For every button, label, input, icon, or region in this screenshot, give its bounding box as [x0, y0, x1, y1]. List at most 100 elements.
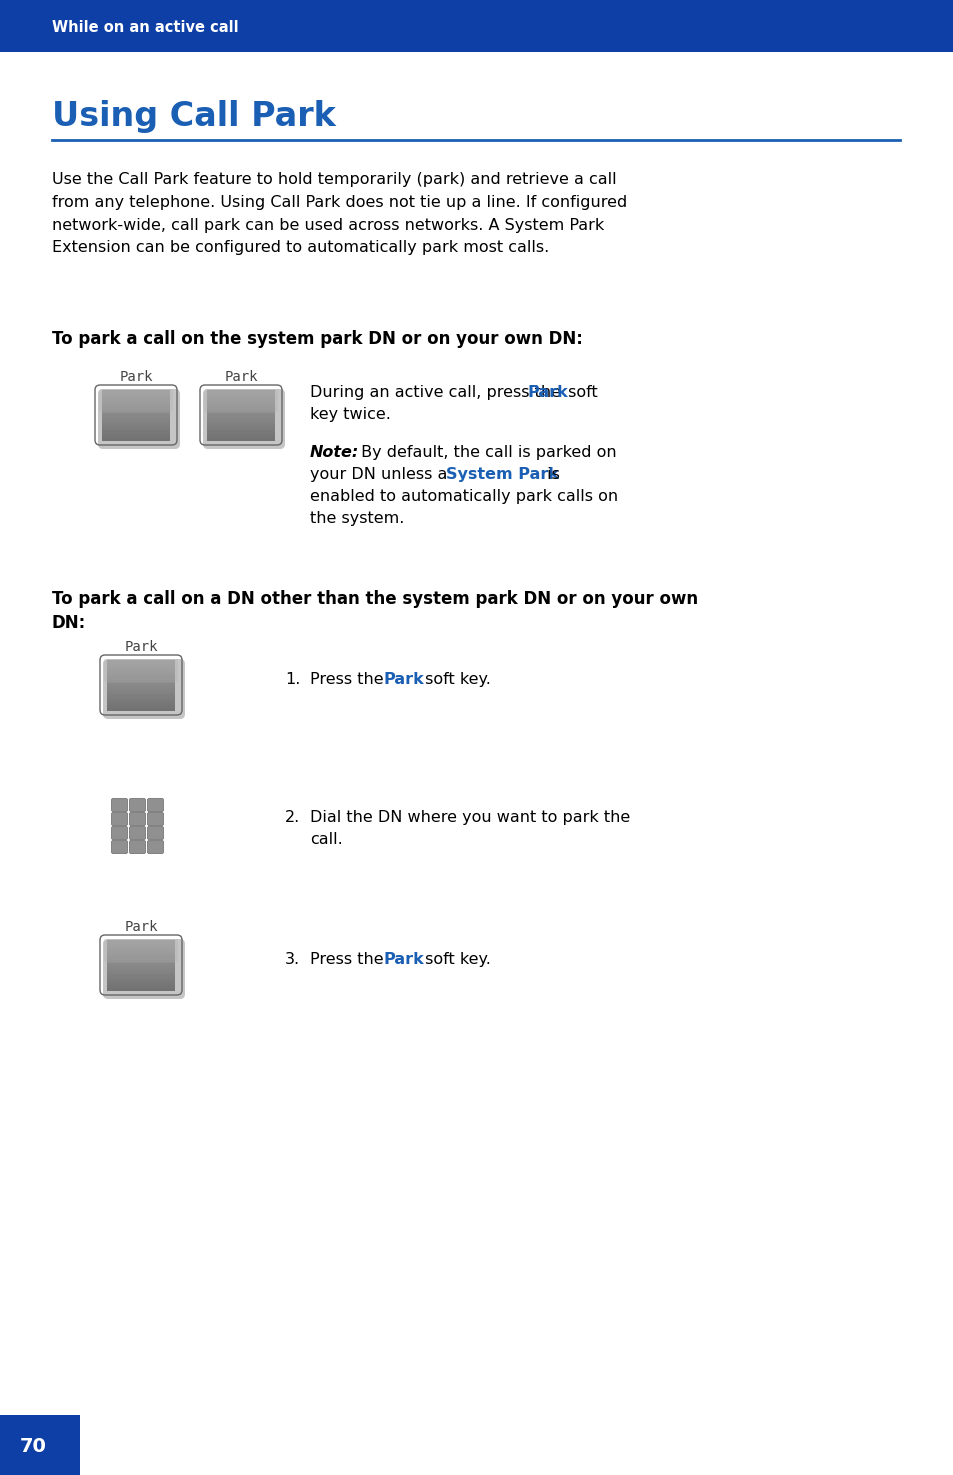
Bar	[102, 389, 170, 392]
Text: Press the: Press the	[310, 951, 388, 968]
Bar	[107, 975, 174, 978]
Bar	[107, 960, 174, 963]
FancyBboxPatch shape	[130, 826, 146, 839]
Text: During an active call, press the: During an active call, press the	[310, 385, 565, 400]
Text: Park: Park	[119, 370, 152, 384]
Text: By default, the call is parked on: By default, the call is parked on	[355, 445, 616, 460]
Text: Park: Park	[124, 920, 157, 934]
Bar	[107, 953, 174, 956]
Bar	[207, 389, 274, 392]
Text: 3.: 3.	[285, 951, 300, 968]
Bar	[107, 680, 174, 683]
Bar	[207, 407, 274, 410]
Bar	[102, 417, 170, 420]
Bar	[207, 392, 274, 395]
Text: To park a call on the system park DN or on your own DN:: To park a call on the system park DN or …	[52, 330, 582, 348]
Bar	[102, 425, 170, 428]
Text: is: is	[541, 468, 559, 482]
Bar	[207, 413, 274, 416]
Bar	[107, 950, 174, 953]
Text: soft key.: soft key.	[419, 951, 491, 968]
Text: 2.: 2.	[285, 810, 300, 825]
Bar	[107, 947, 174, 950]
Bar	[107, 690, 174, 693]
Bar	[207, 400, 274, 403]
Bar	[102, 410, 170, 413]
Text: Park: Park	[527, 385, 568, 400]
Bar	[207, 417, 274, 420]
FancyBboxPatch shape	[148, 826, 163, 839]
Bar	[102, 431, 170, 434]
Bar	[107, 954, 174, 957]
Text: System Park: System Park	[446, 468, 558, 482]
FancyBboxPatch shape	[112, 841, 128, 854]
FancyBboxPatch shape	[130, 813, 146, 826]
Bar	[107, 705, 174, 708]
Bar	[102, 395, 170, 398]
Bar	[107, 670, 174, 673]
Bar	[102, 422, 170, 425]
Text: Press the: Press the	[310, 673, 388, 687]
FancyBboxPatch shape	[112, 826, 128, 839]
Bar	[107, 695, 174, 698]
Text: While on an active call: While on an active call	[52, 19, 238, 34]
Bar	[107, 972, 174, 975]
FancyBboxPatch shape	[112, 798, 128, 811]
Bar	[102, 428, 170, 431]
Bar	[107, 982, 174, 985]
FancyBboxPatch shape	[104, 940, 178, 963]
Bar	[107, 692, 174, 696]
FancyBboxPatch shape	[104, 659, 178, 683]
Bar	[207, 414, 274, 417]
Bar	[102, 407, 170, 410]
Bar	[102, 413, 170, 416]
Bar	[107, 701, 174, 704]
Text: Dial the DN where you want to park the: Dial the DN where you want to park the	[310, 810, 630, 825]
Bar	[107, 968, 174, 971]
Bar	[102, 397, 170, 401]
FancyBboxPatch shape	[98, 389, 180, 448]
FancyBboxPatch shape	[148, 798, 163, 811]
Bar	[107, 971, 174, 974]
Bar	[107, 940, 174, 943]
Bar	[107, 687, 174, 690]
Bar	[207, 395, 274, 398]
Bar	[107, 677, 174, 680]
FancyBboxPatch shape	[130, 841, 146, 854]
Text: 70: 70	[20, 1438, 47, 1456]
Bar	[107, 957, 174, 960]
Text: Park: Park	[384, 673, 424, 687]
FancyBboxPatch shape	[130, 798, 146, 811]
Text: soft: soft	[562, 385, 598, 400]
Text: To park a call on a DN other than the system park DN or on your own: To park a call on a DN other than the sy…	[52, 590, 698, 608]
Bar	[0, 0, 953, 52]
Bar	[102, 392, 170, 395]
Bar	[102, 406, 170, 409]
Bar	[207, 438, 274, 441]
FancyBboxPatch shape	[103, 940, 185, 999]
Bar	[107, 987, 174, 991]
FancyBboxPatch shape	[99, 389, 172, 413]
Bar	[107, 945, 174, 948]
Bar	[107, 662, 174, 665]
Bar	[107, 702, 174, 705]
Bar	[107, 659, 174, 662]
Bar	[207, 432, 274, 435]
Bar	[107, 683, 174, 686]
FancyBboxPatch shape	[112, 813, 128, 826]
Text: Park: Park	[224, 370, 257, 384]
Bar	[107, 943, 174, 945]
Text: Park: Park	[384, 951, 424, 968]
Text: enabled to automatically park calls on: enabled to automatically park calls on	[310, 490, 618, 504]
Bar	[107, 676, 174, 679]
Text: Using Call Park: Using Call Park	[52, 100, 335, 133]
Bar	[107, 698, 174, 701]
Bar	[207, 428, 274, 431]
Bar	[107, 708, 174, 711]
Bar	[207, 422, 274, 425]
Bar	[107, 978, 174, 981]
Text: Note:: Note:	[310, 445, 359, 460]
Bar	[107, 963, 174, 966]
Text: call.: call.	[310, 832, 342, 847]
Bar	[102, 432, 170, 435]
